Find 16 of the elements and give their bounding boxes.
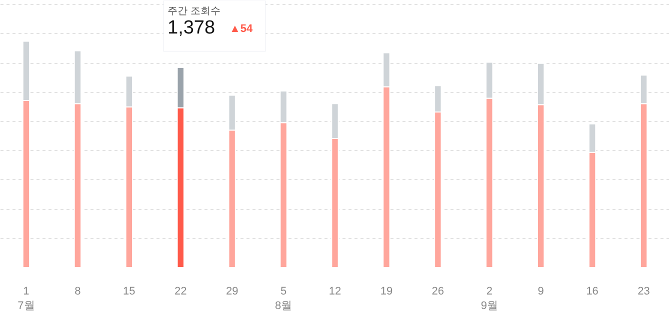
x-tick-label: 1 7월 [18, 286, 35, 312]
text: 주간 조회수 [168, 6, 220, 18]
text: 1,378 [168, 18, 216, 39]
x-tick-label: 29 [226, 286, 238, 298]
x-tick-label: 15 [123, 286, 136, 298]
text: ▲54 [230, 23, 254, 36]
x-tick-label: 26 [432, 286, 444, 298]
x-tick-label: 12 [328, 286, 342, 298]
x-tick-label: 9 [538, 286, 544, 298]
x-tick-label: 23 [638, 286, 650, 298]
x-tick-label: 22 [174, 286, 187, 298]
x-tick-label: 5 8월 [274, 286, 292, 312]
x-tick-label: 19 [380, 286, 393, 298]
x-tick-label: 16 [586, 286, 598, 298]
x-tick-label: 2 9월 [480, 286, 498, 312]
x-tick-label: 8 [74, 286, 81, 298]
